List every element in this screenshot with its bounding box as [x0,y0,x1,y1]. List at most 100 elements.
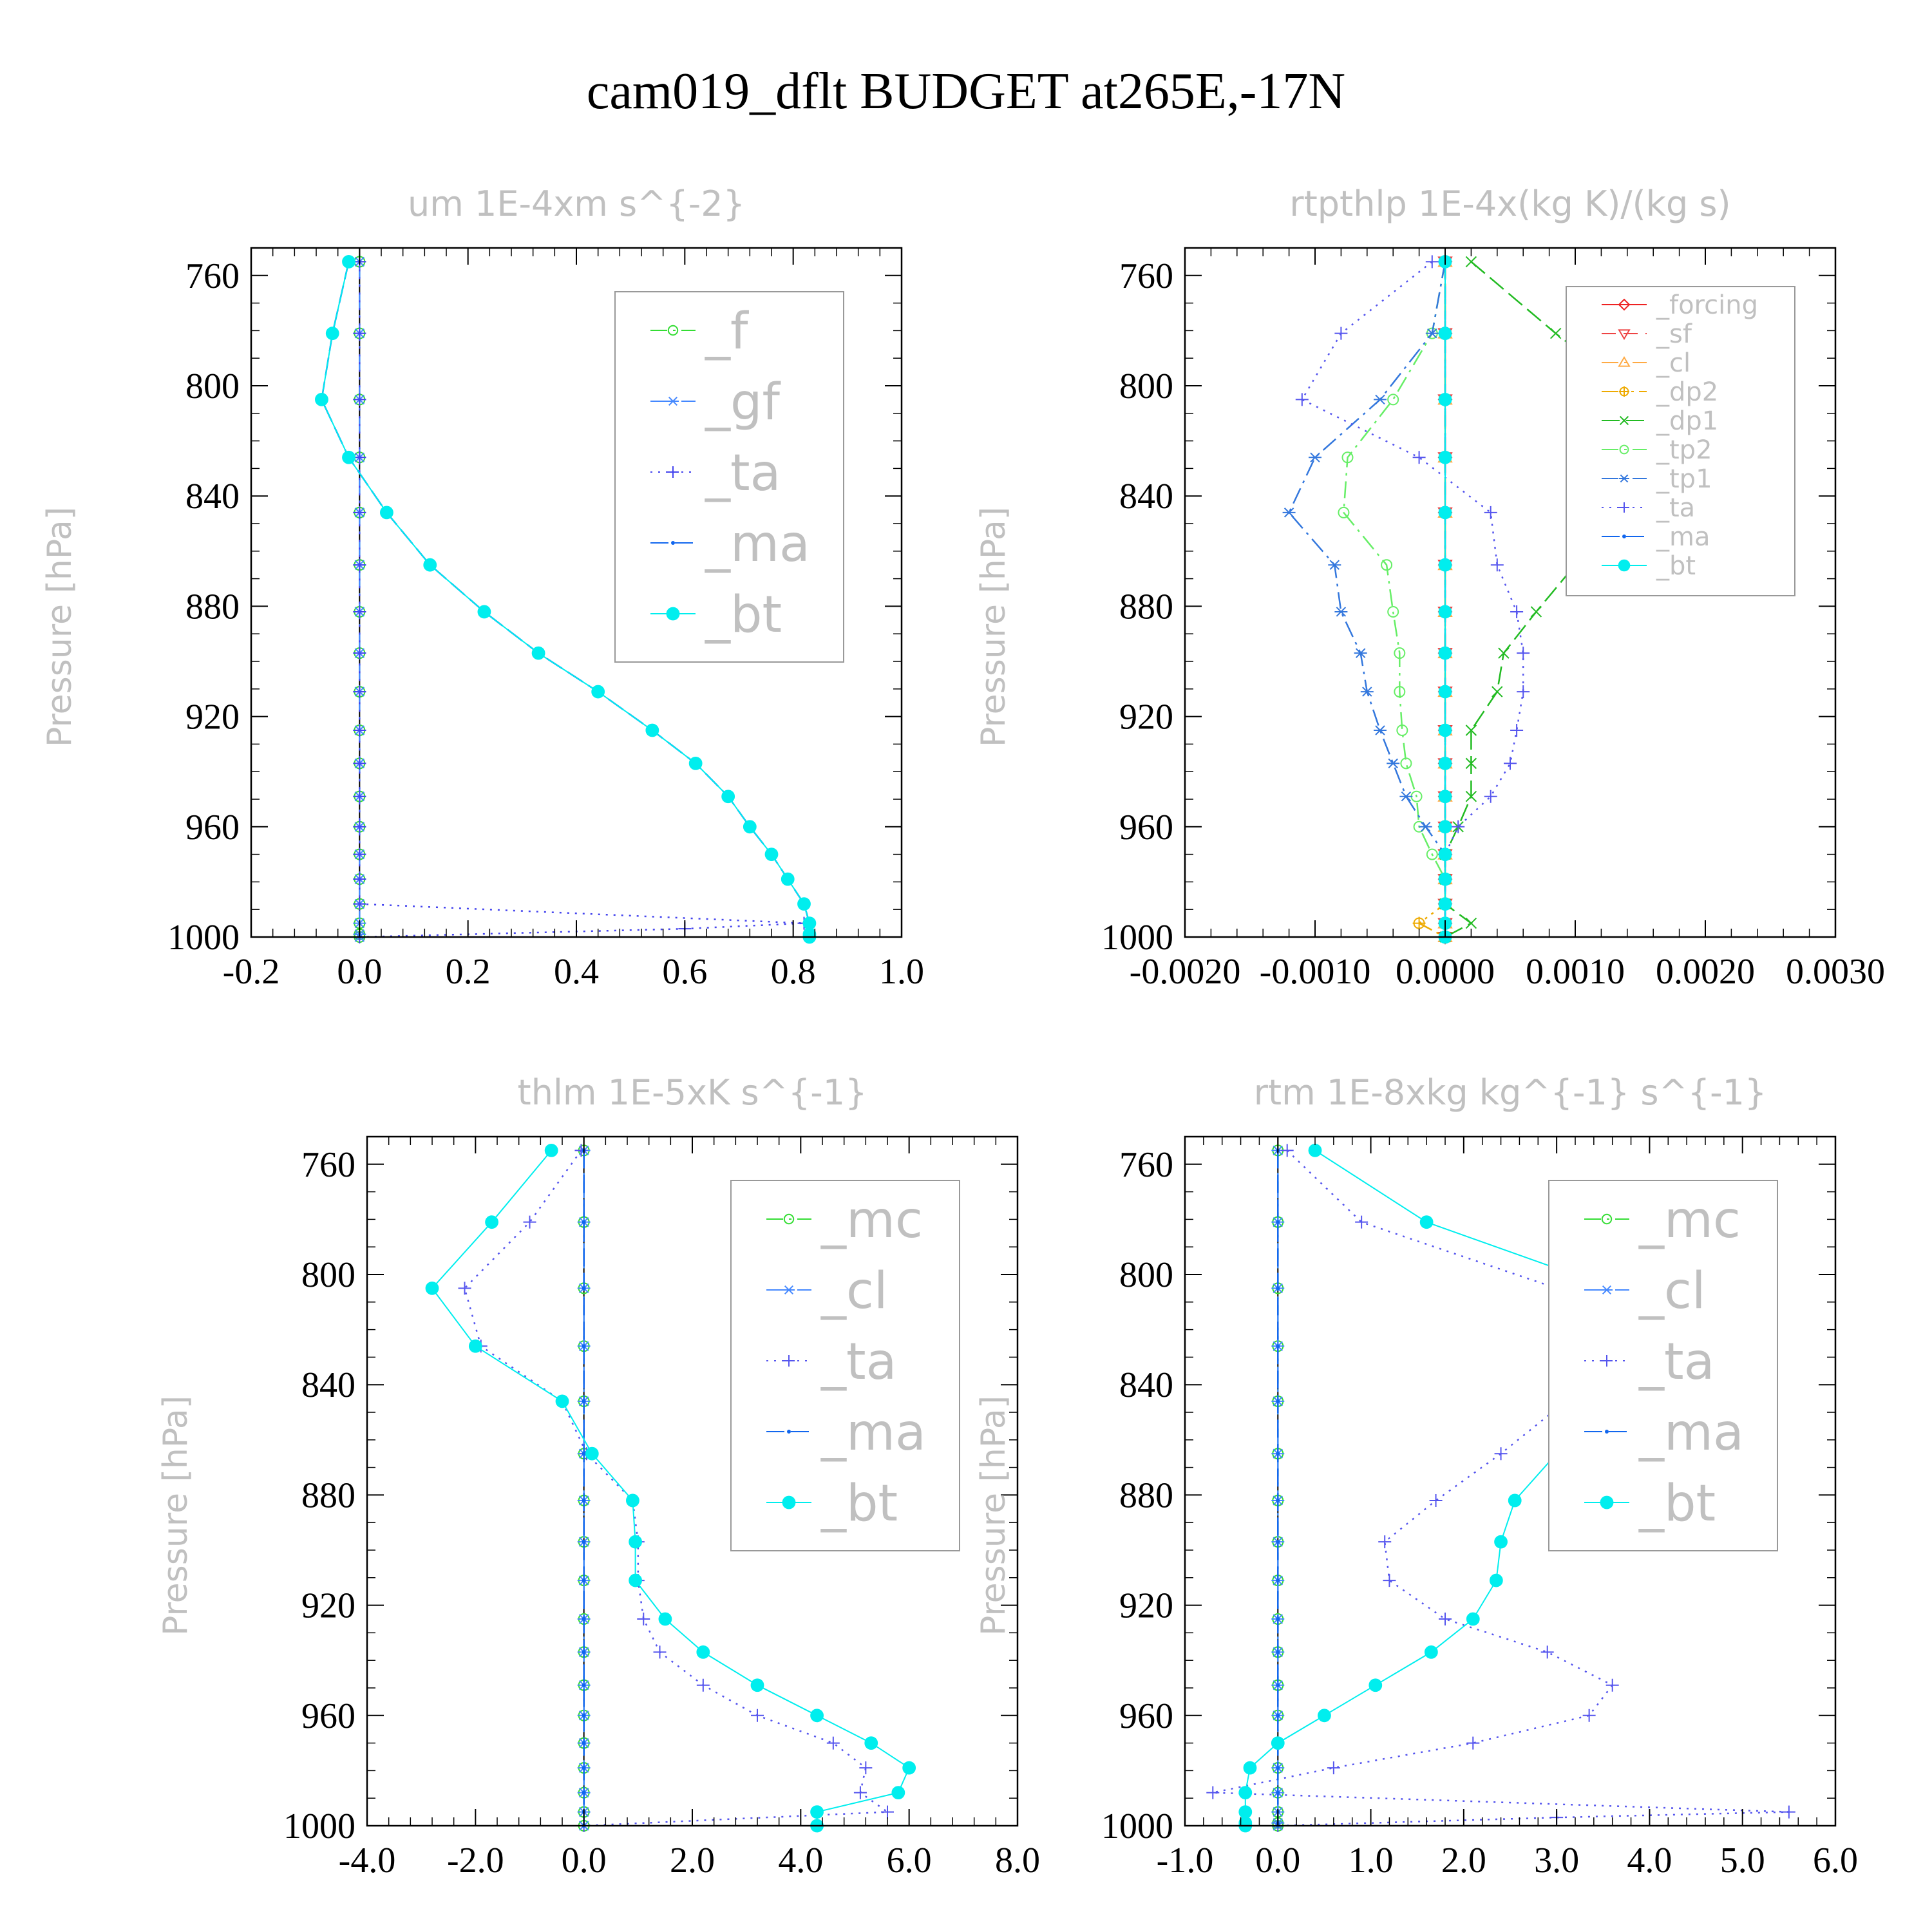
y-tick-label: 880 [1119,587,1173,627]
data-point [1465,256,1477,268]
y-tick-label: 800 [301,1255,355,1295]
data-point [582,1766,586,1770]
legend-entry: _sf [1602,319,1692,349]
data-point [582,1713,586,1718]
data-point [531,646,545,660]
data-point [653,1645,667,1659]
y-tick-label: 1000 [1101,1806,1173,1846]
data-point [810,1709,824,1723]
legend-marker [1619,386,1629,397]
data-point [1276,1713,1280,1718]
x-tick-label: 0.0010 [1526,952,1625,992]
data-point [353,393,366,406]
legend-label: _dp2 [1656,377,1718,407]
data-point [1490,558,1504,572]
data-point [1605,1678,1619,1692]
data-point [1276,1540,1280,1544]
data-point [582,1790,586,1795]
x-tick-label: 0.2 [446,952,491,992]
data-point [1438,327,1452,341]
data-point [1424,1645,1438,1659]
legend-entry: _cl [1584,1262,1706,1320]
legend-entry: _f [650,303,749,361]
legend-label: _bt [1656,551,1696,581]
data-point [1438,790,1452,804]
data-point [380,506,393,520]
legend-marker [1619,444,1629,455]
data-point [1438,558,1452,572]
data-point [629,1573,643,1587]
y-tick-label: 1000 [1101,918,1173,958]
data-point [585,1446,599,1461]
data-point [1399,791,1413,802]
data-point [485,1215,498,1229]
data-point [696,1678,710,1692]
data-point [721,790,735,804]
data-point [637,1613,650,1625]
series-bt [425,1144,916,1833]
legend-label: _mc [1638,1191,1741,1249]
data-point [1400,757,1412,770]
panel-title: um 1E-4xm s^{-2} [408,184,745,224]
legend-label: _ma [705,515,810,573]
data-point [1276,1286,1280,1291]
legend-marker [667,466,679,478]
legend-label: _cl [1638,1262,1706,1320]
data-point [1381,559,1393,571]
data-point [1276,1617,1280,1621]
data-point [1540,1645,1554,1659]
y-tick-label: 920 [301,1586,355,1626]
data-point [1510,724,1524,737]
data-point [1295,393,1309,406]
legend-marker [1619,502,1629,513]
legend-label: _ma [820,1404,926,1462]
data-point [810,1805,824,1819]
data-point [1276,1650,1280,1654]
data-point [582,1650,586,1654]
y-tick-label: 840 [1119,1365,1173,1405]
data-point [797,897,811,911]
data-point [826,1736,840,1750]
data-point [1396,724,1408,736]
chart-panel-3: thlm 1E-5xK s^{-1} Pressure [hPa] -4.0 -2.0… [156,1072,1040,1880]
data-point [353,724,366,737]
legend-entry: _tp2 [1602,435,1712,465]
data-point [1419,1215,1434,1229]
legend-marker [1618,559,1631,572]
data-point [1309,452,1321,462]
legend-entry: _bt [766,1475,898,1533]
legend-entry: _ma [650,515,810,573]
data-point [1438,897,1452,911]
legend-marker [671,541,675,545]
legend-marker [1619,415,1629,426]
data-point [629,1535,643,1549]
y-tick-label: 960 [1119,808,1173,848]
data-point [1276,1220,1280,1224]
chart-panel-2: rtpthlp 1E-4x(kg K)/(kg s) Pressure [hPa]… [974,184,1885,992]
legend-entry: _cl [766,1262,888,1320]
data-point [645,723,659,737]
data-point [781,872,795,886]
data-point [353,757,366,770]
legend-label: _f [705,303,749,361]
data-point [1438,646,1452,660]
x-tick-label: 0.0 [562,1841,607,1880]
data-point [1271,1736,1285,1750]
data-point [1439,1613,1452,1625]
legend-marker [1601,1213,1613,1225]
data-point [881,1805,894,1819]
data-point [696,1645,710,1659]
legend-label: _gf [705,374,781,431]
x-tick-label: 8.0 [995,1841,1040,1880]
data-point [1465,724,1477,736]
y-tick-label: 840 [185,477,240,516]
data-point [1484,790,1497,803]
legend-entry: _bt [650,586,782,644]
legend-marker [667,396,679,406]
x-tick-label: 0.6 [662,952,707,992]
data-point [1243,1761,1257,1775]
data-point [591,685,605,699]
legend-entry: _bt [1602,551,1696,581]
legend: _mc _cl _ta _ma _bt [1548,1180,1778,1551]
